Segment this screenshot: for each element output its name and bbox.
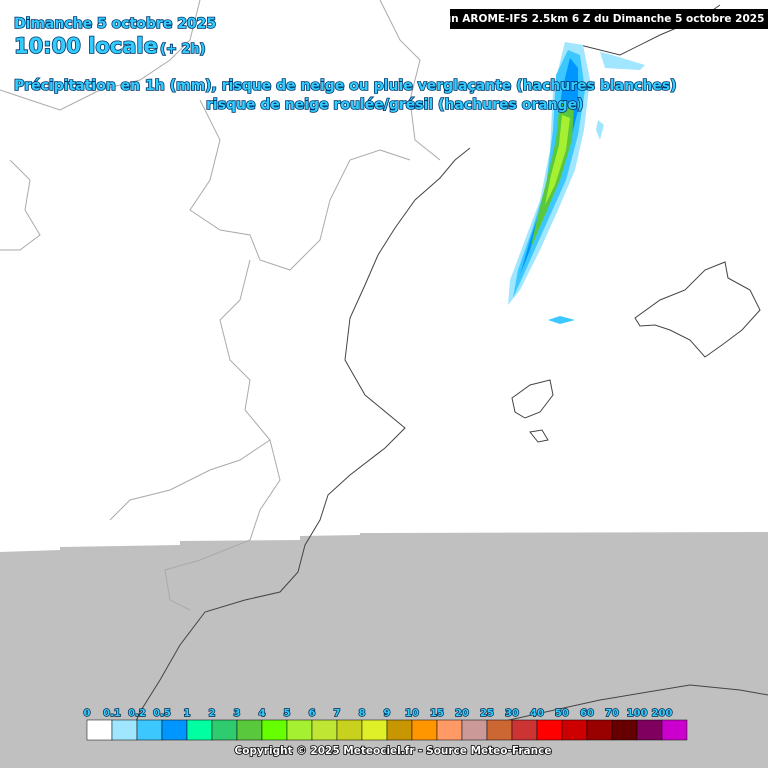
legend-swatch [561, 719, 588, 741]
legend-label: 2 [209, 708, 216, 719]
legend-swatch [186, 719, 213, 741]
legend-label: 4 [259, 708, 266, 719]
coastline [127, 147, 471, 741]
legend-swatch [586, 719, 613, 741]
date: Dimanche 5 octobre 2025 [14, 16, 216, 32]
run-info: Run AROME-IFS 2.5km 6 Z du Dimanche 5 oc… [436, 13, 765, 25]
legend-swatch [236, 719, 263, 741]
time: 10:00 locale [14, 34, 158, 58]
legend-label: 10 [405, 708, 419, 719]
legend-label: 15 [430, 708, 444, 719]
legend-label: 8 [359, 708, 366, 719]
legend-label: 200 [652, 708, 673, 719]
copyright: Copyright © 2025 Meteociel.fr - Source M… [235, 745, 552, 757]
legend-swatch [286, 719, 313, 741]
precip-spot [596, 52, 645, 140]
legend-swatch [661, 719, 688, 741]
legend: 0 0.1 0.2 0.5 1 2 3 4 5 6 7 8 9 10 15 20 25 30 40 50 60 70 100… [83, 707, 688, 741]
border [0, 0, 411, 611]
legend-swatch [436, 719, 463, 741]
legend-swatch [311, 719, 338, 741]
legend-swatch [136, 719, 163, 741]
legend-swatch [336, 719, 363, 741]
legend-swatch [161, 719, 188, 741]
legend-swatch [411, 719, 438, 741]
legend-swatch [386, 719, 413, 741]
legend-swatch [86, 719, 113, 741]
legend-label: 9 [384, 708, 391, 719]
legend-label: 0 [84, 708, 91, 719]
legend-label: 1 [184, 708, 191, 719]
legend-label: 100 [627, 708, 648, 719]
legend-label: 5 [284, 708, 291, 719]
legend-label: 0.5 [153, 708, 171, 719]
legend-label: 70 [605, 708, 619, 719]
legend-label: 40 [530, 708, 544, 719]
title-line2: risque de neige roulée/grésil (hachures … [206, 97, 584, 113]
island-mallorca [634, 261, 761, 358]
legend-label: 6 [309, 708, 316, 719]
island-ibiza [511, 379, 554, 419]
legend-swatch [361, 719, 388, 741]
legend-swatch [536, 719, 563, 741]
title-line1: Précipitation en 1h (mm), risque de neig… [14, 78, 677, 94]
legend-label: 60 [580, 708, 594, 719]
legend-label: 30 [505, 708, 519, 719]
precip-spot [548, 316, 575, 324]
legend-swatch [461, 719, 488, 741]
legend-swatch [111, 719, 138, 741]
precip-lime [545, 115, 570, 205]
legend-swatch [486, 719, 513, 741]
run-box [450, 9, 768, 29]
legend-label: 0.1 [103, 708, 121, 719]
legend-swatch [511, 719, 538, 741]
offset: (+ 2h) [160, 42, 206, 57]
legend-label: 0.2 [128, 708, 146, 719]
legend-swatch [211, 719, 238, 741]
legend-swatch [261, 719, 288, 741]
legend-label: 50 [555, 708, 569, 719]
island-formentera [529, 429, 549, 443]
no-data-area [0, 532, 768, 768]
legend-swatch [611, 719, 638, 741]
legend-label: 25 [480, 708, 494, 719]
legend-label: 20 [455, 708, 469, 719]
border [379, 0, 441, 161]
legend-swatch [636, 719, 663, 741]
legend-label: 3 [234, 708, 241, 719]
legend-label: 7 [334, 708, 341, 719]
